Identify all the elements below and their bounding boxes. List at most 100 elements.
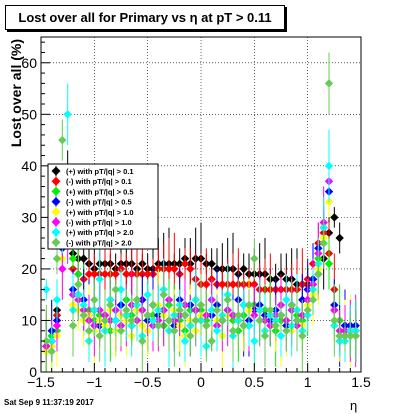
x-tick-label: 1	[304, 374, 312, 390]
data-point	[324, 79, 334, 88]
data-point	[180, 311, 190, 320]
data-point	[180, 336, 190, 346]
legend-marker	[51, 176, 61, 186]
data-point	[340, 331, 350, 341]
x-tick-label: 0.5	[245, 374, 265, 390]
data-point	[298, 331, 307, 341]
data-point	[116, 285, 126, 294]
data-point	[239, 264, 248, 274]
legend-entry-label: (-) with pT/|q| > 1.0	[66, 218, 132, 227]
data-point	[52, 321, 62, 330]
x-tick-label: −1.5	[27, 374, 55, 390]
data-point	[47, 347, 56, 356]
data-point	[250, 254, 259, 263]
y-tick-label: 50	[21, 106, 37, 122]
data-point	[106, 300, 115, 310]
data-point	[239, 321, 248, 330]
data-point	[111, 316, 120, 325]
data-point	[52, 254, 62, 263]
x-tick-label: 0	[197, 374, 205, 390]
data-point	[287, 300, 296, 310]
data-point	[292, 316, 302, 325]
data-point	[170, 264, 179, 274]
data-point	[42, 336, 51, 346]
data-point	[260, 331, 270, 341]
data-point	[276, 311, 286, 320]
legend-marker	[51, 237, 61, 247]
data-point	[79, 311, 88, 320]
data-point	[127, 316, 136, 325]
data-point	[159, 290, 168, 299]
data-point	[90, 295, 99, 305]
y-tick-label: 0	[29, 364, 37, 380]
series-group	[42, 52, 360, 372]
data-point	[314, 269, 323, 279]
data-point	[335, 233, 344, 243]
data-point	[244, 300, 254, 310]
data-point	[308, 295, 318, 305]
data-point	[351, 331, 360, 341]
data-point	[84, 269, 94, 279]
data-point	[228, 326, 238, 335]
data-point	[319, 238, 328, 248]
data-point	[122, 305, 131, 315]
data-point	[95, 275, 104, 284]
data-point	[164, 264, 174, 274]
legend-marker	[51, 197, 61, 207]
data-point	[282, 326, 291, 335]
data-point	[191, 316, 200, 325]
data-point	[170, 326, 179, 335]
data-point	[132, 295, 142, 305]
legend-box	[47, 163, 159, 250]
data-point	[218, 280, 227, 289]
data-point	[276, 331, 286, 341]
data-point	[330, 316, 339, 325]
x-tick-label: 1.5	[351, 374, 371, 390]
x-axis-title: η	[350, 398, 358, 413]
data-point	[255, 316, 264, 325]
data-point	[330, 213, 339, 222]
data-point	[148, 300, 158, 310]
legend-marker	[51, 207, 61, 217]
data-point	[180, 259, 190, 268]
data-point	[52, 295, 62, 305]
data-point	[223, 295, 232, 305]
data-point	[68, 321, 78, 330]
data-point	[58, 135, 67, 145]
y-tick-label: 60	[21, 55, 37, 71]
data-point	[239, 300, 248, 310]
data-point	[212, 326, 222, 335]
footer-date: Sat Sep 9 11:37:19 2017	[4, 398, 94, 407]
data-point	[95, 331, 104, 341]
data-point	[196, 300, 206, 310]
legend-entry-label: (+) with pT/|q| > 2.0	[66, 228, 134, 237]
data-point	[143, 269, 152, 279]
data-point	[212, 305, 222, 315]
data-point	[138, 269, 147, 279]
legend-entry-label: (-) with pT/|q| > 0.5	[66, 198, 132, 207]
data-point	[250, 336, 259, 346]
data-point	[202, 280, 211, 289]
legend-entry-label: (-) with pT/|q| > 0.1	[66, 177, 132, 186]
data-point	[122, 269, 131, 279]
data-point	[218, 316, 227, 325]
data-point	[164, 316, 174, 325]
legend: (+) with pT/|q| > 0.1(-) with pT/|q| > 0…	[47, 163, 159, 250]
legend-entry-label: (+) with pT/|q| > 1.0	[66, 208, 134, 217]
x-tick-label: −0.5	[134, 374, 162, 390]
data-point	[143, 311, 152, 320]
legend-marker	[51, 186, 61, 196]
data-point	[58, 264, 67, 274]
data-point	[282, 295, 291, 305]
data-point	[266, 305, 275, 315]
data-point	[234, 311, 243, 320]
data-point	[303, 305, 312, 315]
y-axis-title: Lost over all (%)	[8, 39, 24, 147]
data-point	[186, 264, 195, 274]
data-point	[90, 269, 99, 279]
legend-entry-label: (+) with pT/|q| > 0.5	[66, 187, 134, 196]
data-point	[244, 321, 254, 330]
data-point	[298, 295, 307, 305]
data-point	[154, 321, 163, 330]
data-point	[207, 336, 216, 346]
